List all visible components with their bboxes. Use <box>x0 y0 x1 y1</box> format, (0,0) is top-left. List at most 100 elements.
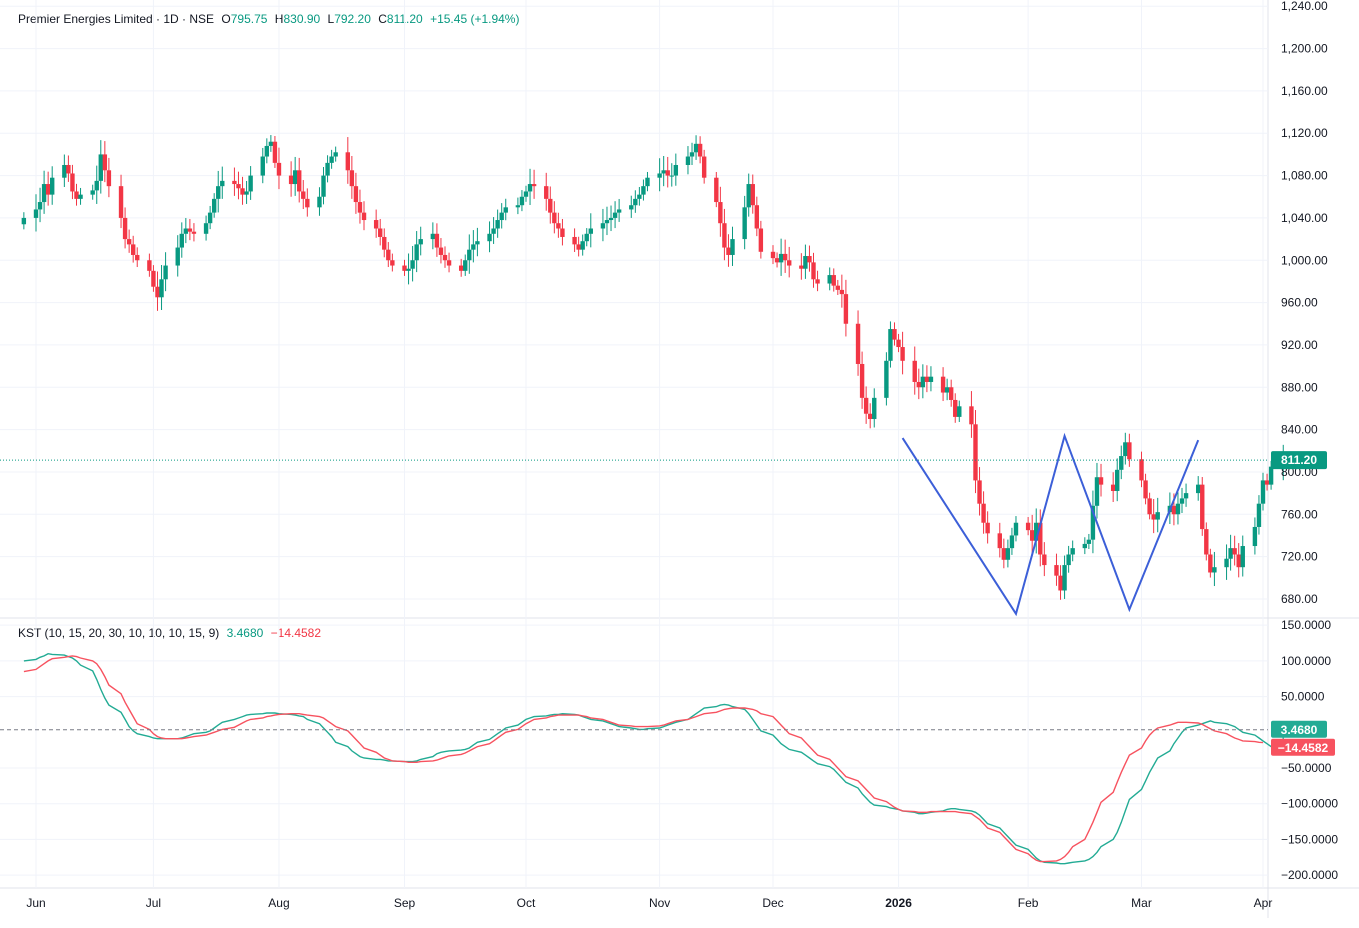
candle <box>701 149 707 184</box>
candle-body <box>151 270 156 287</box>
candle <box>892 322 897 346</box>
candle <box>1009 527 1015 555</box>
candle-body <box>268 141 274 146</box>
candle <box>527 168 533 206</box>
candle <box>888 321 893 368</box>
candle-body <box>1171 505 1177 515</box>
candle-body <box>827 275 832 284</box>
candle <box>548 186 553 224</box>
candle-body <box>106 170 112 187</box>
candle-body <box>697 143 703 157</box>
candle <box>106 157 112 198</box>
candle <box>1232 535 1237 566</box>
candle-body <box>515 205 521 208</box>
candle-body <box>872 397 877 420</box>
candle <box>641 179 646 201</box>
candle <box>248 166 253 200</box>
candle <box>236 171 241 200</box>
candle-body <box>560 228 565 237</box>
candle <box>629 195 634 218</box>
candle-body <box>102 154 108 171</box>
time-tick-label: Oct <box>517 896 536 910</box>
candle <box>523 185 529 202</box>
candle <box>552 201 557 234</box>
candle-body <box>940 376 946 393</box>
kst-badge <box>1271 720 1327 738</box>
candle <box>317 187 322 216</box>
candle-body <box>637 194 642 199</box>
candle <box>418 226 423 256</box>
indicator-name: KST (10, 15, 20, 30, 10, 10, 10, 15, 9) <box>18 626 220 640</box>
candle <box>321 167 326 205</box>
candle <box>122 207 128 249</box>
candle <box>264 138 270 164</box>
candle <box>1260 472 1266 511</box>
last-price-badge <box>1271 451 1327 470</box>
candle <box>499 203 504 229</box>
candle-body <box>446 260 452 266</box>
candle <box>957 400 962 422</box>
candle <box>839 274 845 308</box>
candle-body <box>94 180 99 191</box>
price-tick-label: 1,120.00 <box>1281 126 1328 140</box>
candle <box>216 170 221 213</box>
candle <box>390 253 395 272</box>
candle-body <box>685 156 691 165</box>
kst-signal-line <box>23 655 1264 863</box>
candle-body <box>503 207 508 213</box>
candle-body <box>689 152 695 157</box>
candle <box>430 222 436 250</box>
candle <box>600 208 606 242</box>
candle <box>580 234 585 256</box>
candle-body <box>1058 575 1063 591</box>
candle <box>531 169 537 199</box>
candle-body <box>471 244 476 250</box>
candle <box>1228 534 1233 571</box>
candle-body <box>701 156 707 178</box>
candle <box>872 388 877 428</box>
price-tick-label: 1,160.00 <box>1281 84 1328 98</box>
candle-body <box>1200 484 1205 530</box>
candle-body <box>1034 522 1039 541</box>
candle <box>183 218 189 244</box>
candle <box>187 218 193 241</box>
candle <box>884 352 889 406</box>
candle <box>584 228 589 247</box>
candle-body <box>288 175 294 185</box>
candle-body <box>467 249 472 261</box>
candle-body <box>1025 522 1031 531</box>
candle-body <box>1240 546 1245 568</box>
candle <box>329 149 334 169</box>
candle-body <box>135 254 140 261</box>
candle-body <box>98 154 103 181</box>
candle <box>1054 553 1059 586</box>
candle-body <box>487 233 492 242</box>
candle <box>491 217 496 244</box>
candle-body <box>1179 498 1185 504</box>
candle <box>467 234 472 274</box>
kst-badge-label: 3.4680 <box>1281 723 1318 737</box>
candle-body <box>1224 558 1229 568</box>
candle-body <box>495 220 500 229</box>
candle <box>544 172 549 211</box>
candle-body <box>159 279 164 298</box>
candle <box>1200 477 1205 536</box>
candle <box>272 135 278 168</box>
candle <box>985 511 990 544</box>
candle-body <box>90 190 95 195</box>
candle-body <box>1196 484 1201 494</box>
candle-body <box>661 170 666 174</box>
candle <box>1013 516 1019 542</box>
candle-body <box>442 254 448 261</box>
price-tick-label: 880.00 <box>1281 380 1318 394</box>
candle-body <box>1175 503 1181 515</box>
candle-body <box>463 260 468 271</box>
candle-body <box>584 233 589 242</box>
candle <box>831 268 836 292</box>
candle-body <box>884 360 889 398</box>
candle-body <box>888 329 893 361</box>
axes: 1,240.00 1,200.00 1,160.00 1,120.00 1,080.00… <box>26 0 1338 910</box>
candle-body <box>1013 522 1019 536</box>
